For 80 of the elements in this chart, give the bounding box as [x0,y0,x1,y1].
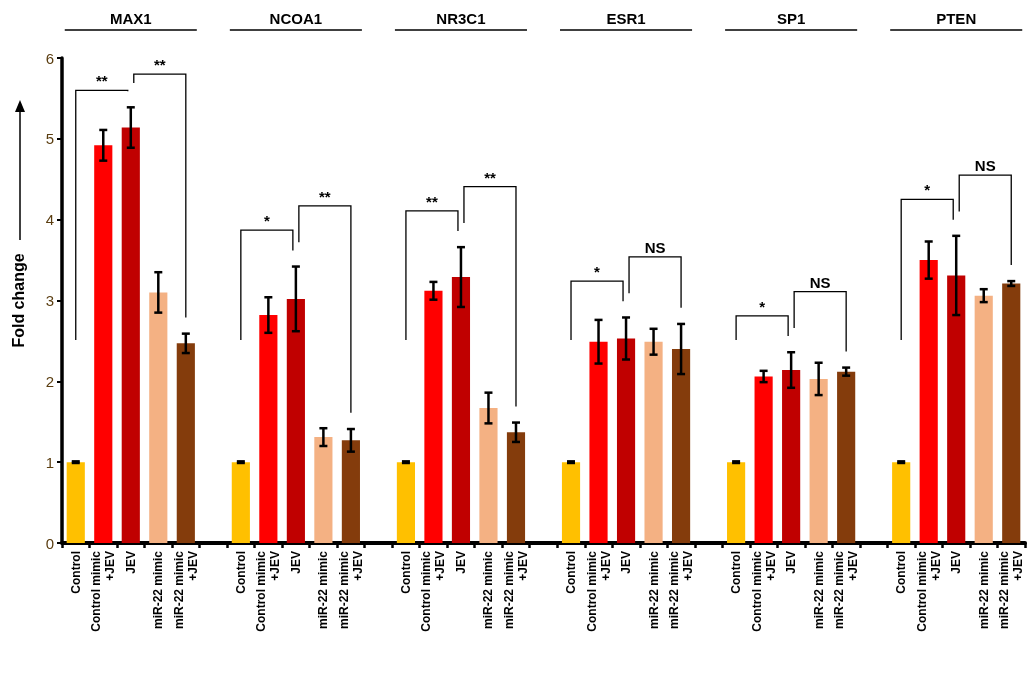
annotation: * [594,263,601,281]
bar [671,349,691,543]
text: MAX1 [109,10,152,27]
bar [94,145,113,543]
y-tick-label: 1 [45,453,54,471]
bar [644,341,663,543]
bar [947,275,966,543]
bar [451,277,471,543]
x-tick-label: miR-22 mimic [811,550,826,630]
x-tick-label: JEV [619,551,634,574]
bar [424,290,443,543]
text: PTEN [936,10,977,27]
x-tick-label: miR-22 mimic [151,550,166,630]
bar [259,315,278,543]
bar [149,292,168,543]
x-tick-label: JEV [453,551,468,574]
bar [589,341,608,543]
x-tick-label: Control [894,551,909,594]
bar [341,440,360,543]
annotation: ** [95,72,108,90]
x-tick-label: Control [233,551,248,594]
y-tick-label: 3 [45,292,54,309]
bar [974,295,993,543]
bar [396,462,416,543]
bar [561,462,581,543]
annotation: ** [426,192,438,210]
bar [754,376,773,543]
annotation: * [759,297,766,315]
y-tick-label: 0 [45,534,54,552]
x-tick-label: Control mimic +JEV [89,550,118,632]
bar [809,378,828,543]
x-tick-label: miR-22 mimic [976,550,991,630]
bar [616,338,636,543]
y-tick-label: 5 [45,130,54,148]
x-tick-label: Control mimic +JEV [749,550,778,632]
bar [1002,283,1021,543]
y-tick-label: 2 [45,372,54,390]
bar [892,462,911,543]
x-tick-label: Control [729,551,744,594]
bar [919,260,938,543]
annotation: ** [153,56,166,74]
annotation: * [924,181,931,199]
x-tick-label: Control [564,551,579,594]
annotation: * [263,212,270,230]
annotation: ** [319,187,331,205]
x-tick-label: JEV [123,551,138,574]
bar [727,462,746,543]
x-tick-label: JEV [949,551,964,574]
y-axis-title: Fold change [9,253,27,348]
x-tick-label: Control [68,551,83,594]
annotation: NS [809,273,831,291]
bar [286,298,305,543]
bar [314,437,333,543]
bar [837,371,856,543]
x-tick-label: JEV [288,551,303,574]
x-tick-label: Control [398,551,413,594]
bar [121,127,140,543]
annotation: ** [484,168,496,186]
x-tick-label: Control mimic +JEV [254,550,283,632]
x-tick-label: Control mimic +JEV [419,550,448,632]
bar [506,432,526,543]
bar [66,462,85,543]
x-tick-label: miR-22 mimic [316,550,331,630]
text: NCOA1 [269,10,323,27]
bar [231,462,250,543]
y-tick-label: 6 [45,49,54,67]
x-tick-label: JEV [784,551,799,574]
x-tick-label: Control mimic +JEV [914,550,943,632]
x-tick-label: miR-22 mimic [481,550,496,630]
text: ESR1 [606,10,646,27]
y-tick-label: 4 [45,211,54,229]
x-tick-label: Control mimic +JEV [584,550,613,632]
annotation: NS [974,157,996,175]
text: NR3C1 [436,10,486,27]
bar [782,370,801,543]
bar [479,408,498,543]
text: SP1 [776,10,806,27]
bar [176,343,195,543]
annotation: NS [644,238,666,256]
x-tick-label: miR-22 mimic [646,550,661,630]
